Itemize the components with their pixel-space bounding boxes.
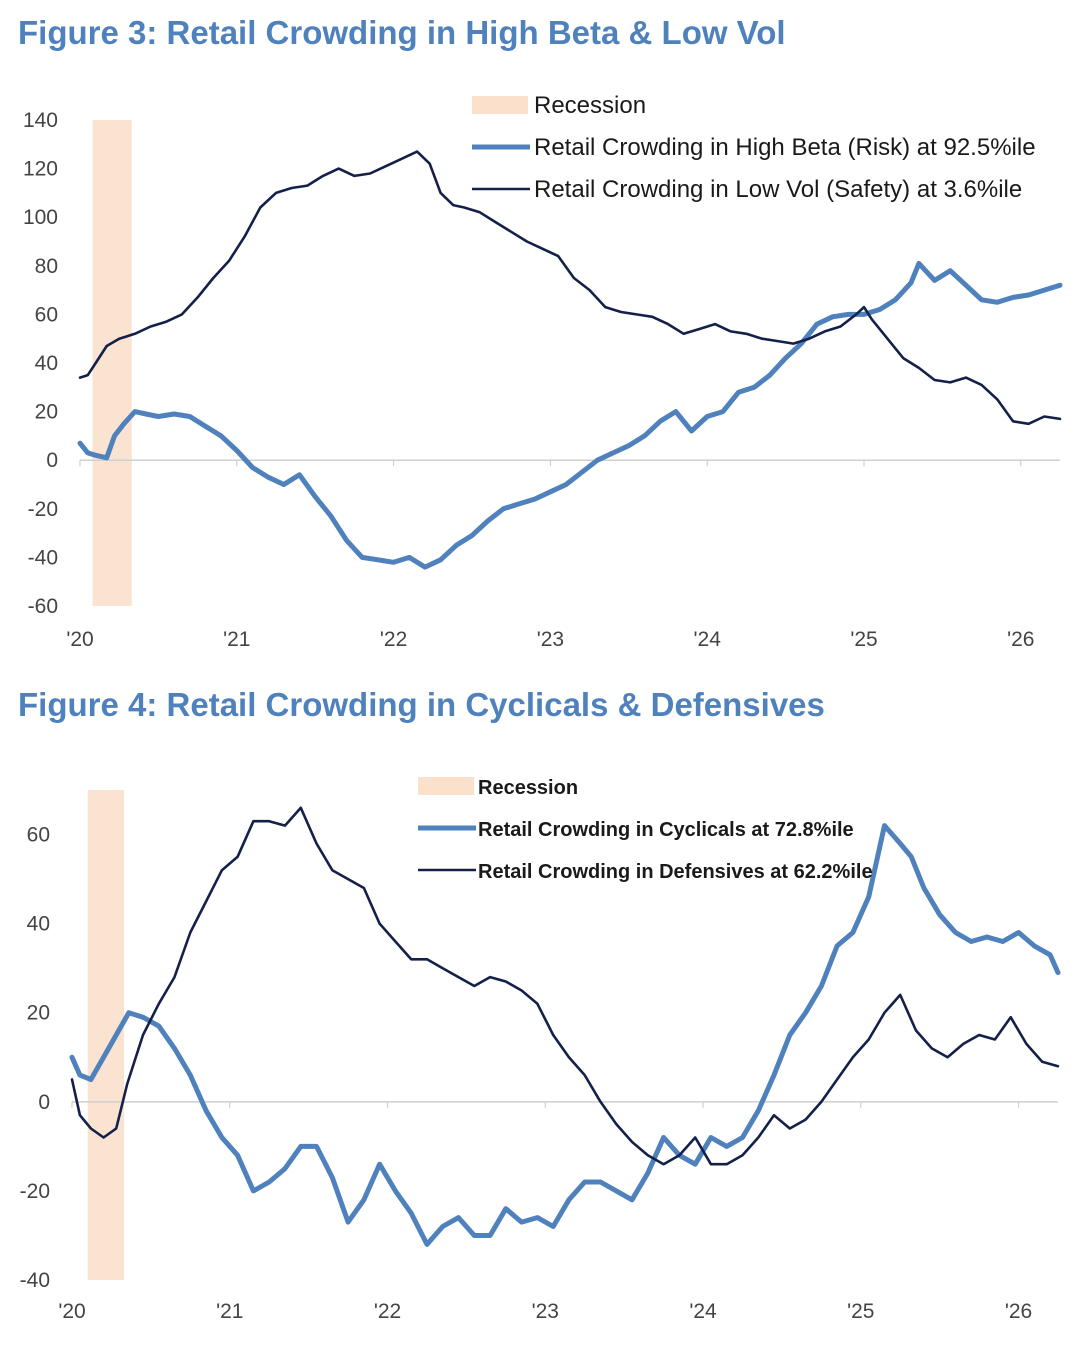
chart4-y-tick-label: 0	[38, 1091, 50, 1114]
chart3-y-tick-label: -60	[28, 595, 58, 618]
chart4-x-tick-label: '23	[532, 1300, 559, 1323]
chart3-y-tick-label: -20	[28, 498, 58, 521]
chart4-legend-label-2: Retail Crowding in Defensives at 62.2%il…	[478, 861, 873, 883]
chart3-recession-band	[92, 120, 132, 606]
chart4-x-tick-label: '22	[374, 1300, 401, 1323]
chart3-x-tick-label: '26	[1007, 628, 1034, 651]
chart3-legend-label-1: Retail Crowding in High Beta (Risk) at 9…	[534, 134, 1036, 161]
chart4-legend-recession-label: Recession	[478, 777, 578, 799]
chart4-legend-recession-swatch	[418, 777, 474, 795]
chart3-legend-recession-label: Recession	[534, 92, 646, 119]
chart3-y-tick-label: 120	[23, 158, 58, 181]
chart4-x-tick-label: '25	[847, 1300, 874, 1323]
chart3-x-tick-label: '20	[66, 628, 93, 651]
chart3-y-tick-label: 60	[35, 303, 58, 326]
chart3-x-tick-label: '25	[850, 628, 877, 651]
chart4-x-tick-label: '20	[58, 1300, 85, 1323]
chart3-legend-recession-swatch	[472, 96, 528, 114]
chart3-y-tick-label: 80	[35, 255, 58, 278]
chart3-y-tick-label: 100	[23, 206, 58, 229]
chart4-y-tick-label: -40	[20, 1269, 50, 1292]
chart3-y-tick-label: 0	[46, 449, 58, 472]
figure-4-title: Figure 4: Retail Crowding in Cyclicals &…	[18, 686, 825, 723]
chart4-y-tick-label: 60	[27, 824, 50, 847]
chart3-y-tick-label: -40	[28, 546, 58, 569]
chart3-x-tick-label: '22	[380, 628, 407, 651]
chart4-x-tick-label: '26	[1005, 1300, 1032, 1323]
chart4-legend-label-1: Retail Crowding in Cyclicals at 72.8%ile	[478, 819, 854, 841]
chart4-y-tick-label: 40	[27, 913, 50, 936]
chart4-y-tick-label: 20	[27, 1002, 50, 1025]
chart3-x-tick-label: '24	[694, 628, 722, 651]
chart3-y-tick-label: 20	[35, 401, 58, 424]
chart3-light-series-line	[77, 260, 1063, 570]
chart4-x-tick-label: '21	[216, 1300, 243, 1323]
chart3-y-tick-label: 40	[35, 352, 58, 375]
chart3-x-tick-label: '23	[537, 628, 564, 651]
chart4-y-tick-label: -20	[20, 1180, 50, 1203]
figure-3-title: Figure 3: Retail Crowding in High Beta &…	[18, 14, 786, 51]
chart3-dark-series-line	[78, 150, 1062, 426]
chart4-x-tick-label: '24	[689, 1300, 717, 1323]
chart3-y-tick-label: 140	[23, 109, 58, 132]
chart4-dark-series-line	[70, 806, 1060, 1166]
chart3-legend-label-2: Retail Crowding in Low Vol (Safety) at 3…	[534, 176, 1022, 203]
chart3-x-tick-label: '21	[223, 628, 250, 651]
chart4-light-series-line	[69, 823, 1061, 1247]
